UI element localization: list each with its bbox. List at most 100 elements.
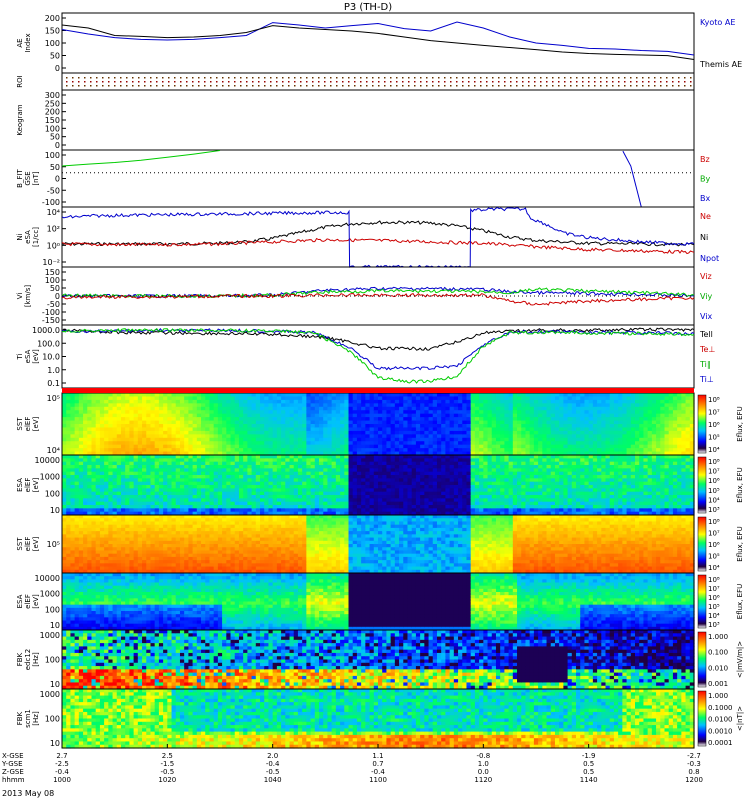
spectrogram-cell <box>656 403 661 408</box>
spectrogram-cell <box>436 461 442 466</box>
spectrogram-cell <box>323 508 329 513</box>
spectrogram-cell <box>420 424 425 429</box>
spectrogram-cell <box>196 505 202 509</box>
spectrogram-cell <box>458 505 463 509</box>
spectrogram-cell <box>348 498 354 503</box>
spectrogram-cell <box>386 488 392 493</box>
spectrogram-cell <box>112 444 118 449</box>
spectrogram-cell <box>70 413 76 418</box>
spectrogram-cell <box>415 461 421 466</box>
spectrogram-cell <box>348 420 354 425</box>
roi-dot <box>678 77 680 79</box>
spectrogram-cell <box>466 420 472 425</box>
spectrogram-cell <box>255 444 261 449</box>
spectrogram-cell <box>517 434 522 439</box>
spectrogram-cell <box>234 430 240 435</box>
spectrogram-cell <box>428 481 434 486</box>
spectrogram-cell <box>125 410 131 415</box>
spectrogram-cell <box>87 420 93 425</box>
spectrogram-cell <box>453 508 459 513</box>
spectrogram-cell <box>474 505 480 509</box>
spectrogram-cell <box>116 481 122 486</box>
spectrogram-cell <box>394 461 400 466</box>
spectrogram-cell <box>142 448 147 453</box>
spectrogram-cell <box>445 430 451 435</box>
spectrogram-cell <box>605 434 611 439</box>
roi-dot <box>360 85 362 87</box>
spectrogram-cell <box>487 471 493 476</box>
spectrogram-cell <box>567 420 573 425</box>
roi-dot <box>672 77 674 79</box>
spectrogram-cell <box>255 498 261 503</box>
roi-dot <box>618 77 620 79</box>
spectrogram-cell <box>83 471 88 476</box>
roi-dot <box>84 77 86 79</box>
spectrogram-cell <box>529 441 535 446</box>
roi-dot <box>90 85 92 87</box>
spectrogram-cell <box>285 406 291 411</box>
spectrogram-cell <box>247 413 253 418</box>
spectrogram-cell <box>483 396 489 401</box>
spectrogram-cell <box>167 505 173 509</box>
spectrogram-cell <box>184 481 189 486</box>
spectrogram-cell <box>420 441 425 446</box>
spectrogram-cell <box>462 451 468 456</box>
spectrogram-cell <box>83 478 88 483</box>
spectrogram-cell <box>618 406 623 411</box>
spectrogram-cell <box>685 396 691 401</box>
spectrogram-cell <box>302 396 307 401</box>
spectrogram-cell <box>62 505 67 509</box>
spectrogram-cell <box>87 434 93 439</box>
spectrogram-cell <box>184 501 189 506</box>
spectrogram-cell <box>217 455 223 459</box>
spectrogram-cell <box>104 424 109 429</box>
spectrogram-cell <box>361 501 366 506</box>
spectrogram-cell <box>74 430 80 435</box>
spectrogram-cell <box>521 420 527 425</box>
spectrogram-cell <box>247 465 253 469</box>
spectrogram-cell <box>125 417 131 422</box>
spectrogram-cell <box>626 448 632 453</box>
spectrogram-cell <box>344 406 350 411</box>
spectrogram-cell <box>70 448 76 453</box>
spectrogram-cell <box>605 451 611 456</box>
spectrogram-cell <box>83 488 88 493</box>
roi-dot <box>120 81 122 83</box>
spectrogram-cell <box>605 430 611 435</box>
spectrogram-cell <box>314 468 320 473</box>
legend-entry: Ti∥ <box>699 360 711 369</box>
spectrogram-cell <box>495 448 501 453</box>
spectrogram-cell <box>424 441 430 446</box>
spectrogram-cell <box>314 430 320 435</box>
spectrogram-cell <box>184 478 189 483</box>
spectrogram-cell <box>542 399 548 404</box>
spectrogram-cell <box>399 468 404 473</box>
spectrogram-cell <box>163 434 168 439</box>
spectrogram-cell <box>479 458 484 463</box>
spectrogram-cell <box>188 441 194 446</box>
spectrogram-cell <box>689 451 695 456</box>
roi-dot <box>270 77 272 79</box>
spectrogram-cell <box>411 505 417 509</box>
spectrogram-cell <box>327 403 333 408</box>
spectrogram-cell <box>407 471 413 476</box>
spectrogram-cell <box>230 434 236 439</box>
spectrogram-cell <box>348 488 354 493</box>
spectrogram-cell <box>163 488 168 493</box>
spectrogram-cell <box>285 444 291 449</box>
ytick-label: 1.0 <box>47 366 60 375</box>
spectrogram-cell <box>441 448 447 453</box>
spectrogram-cell <box>613 399 619 404</box>
spectrogram-cell <box>179 491 185 496</box>
spectrogram-cell <box>293 444 299 449</box>
spectrogram-cell <box>184 420 189 425</box>
spectrogram-cell <box>348 437 354 442</box>
roi-dot <box>558 77 560 79</box>
spectrogram-cell <box>133 417 139 422</box>
spectrogram-cell <box>462 424 468 429</box>
spectrogram-cell <box>601 437 607 442</box>
spectrogram-cell <box>609 434 615 439</box>
spectrogram-cell <box>449 471 455 476</box>
spectrogram-cell <box>213 393 219 398</box>
spectrogram-cell <box>449 424 455 429</box>
